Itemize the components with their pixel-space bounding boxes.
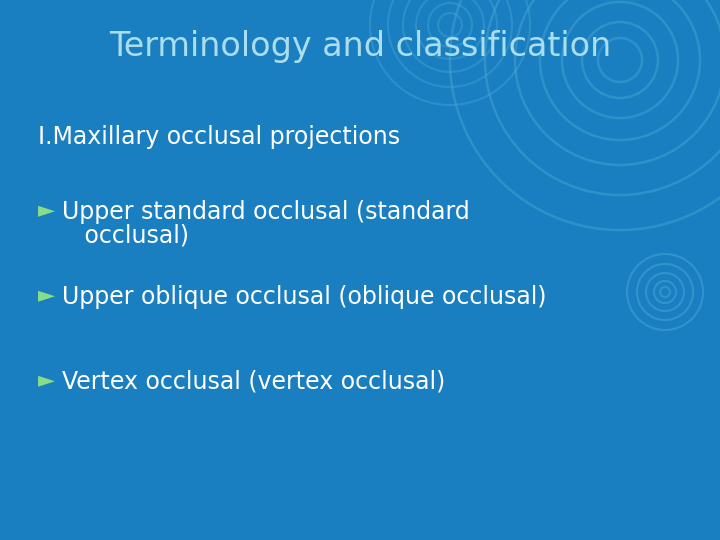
Text: Upper standard occlusal (standard: Upper standard occlusal (standard bbox=[62, 200, 469, 224]
Text: Terminology and classification: Terminology and classification bbox=[109, 30, 611, 63]
Text: Upper oblique occlusal (oblique occlusal): Upper oblique occlusal (oblique occlusal… bbox=[62, 285, 546, 309]
Text: ►: ► bbox=[38, 200, 55, 220]
Text: I.Maxillary occlusal projections: I.Maxillary occlusal projections bbox=[38, 125, 400, 149]
Text: ►: ► bbox=[38, 285, 55, 305]
Text: ►: ► bbox=[38, 370, 55, 390]
Text: occlusal): occlusal) bbox=[62, 224, 189, 248]
Text: Vertex occlusal (vertex occlusal): Vertex occlusal (vertex occlusal) bbox=[62, 370, 445, 394]
